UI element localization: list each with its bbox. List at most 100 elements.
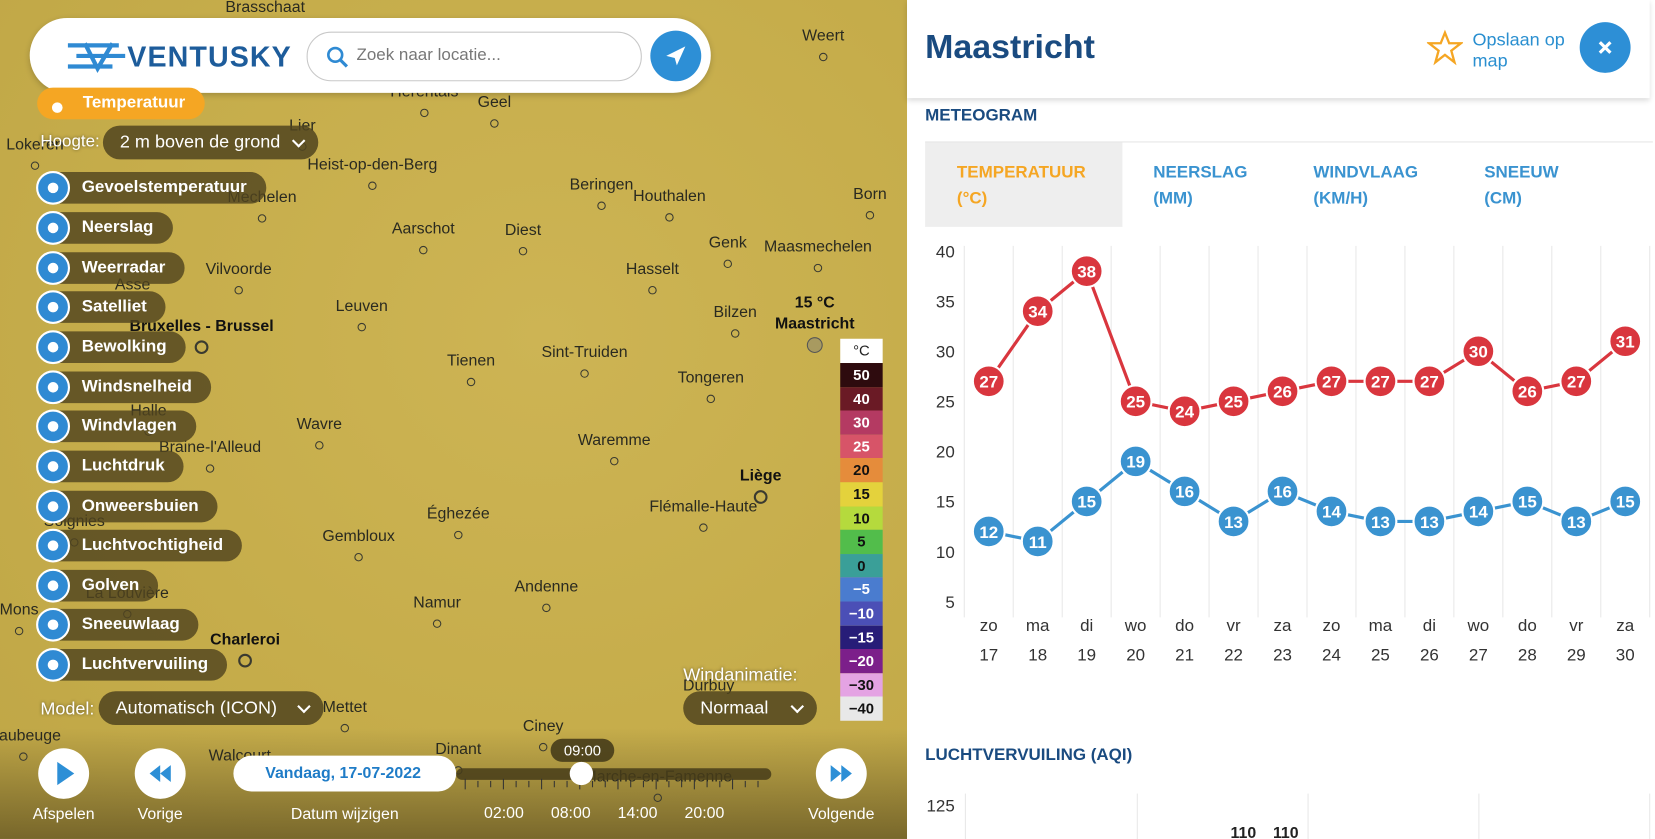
slider-handle[interactable] bbox=[569, 761, 594, 786]
city-label[interactable]: Vilvoorde bbox=[205, 260, 272, 279]
tab[interactable]: SNEEUW (CM) bbox=[1484, 142, 1559, 226]
city-dot bbox=[490, 119, 499, 128]
close-button[interactable] bbox=[1579, 22, 1631, 73]
city-label[interactable]: Éghezée bbox=[426, 504, 490, 523]
city-label[interactable]: Born bbox=[853, 185, 887, 204]
city-label[interactable]: Namur bbox=[413, 593, 461, 612]
city-label[interactable]: Ciney bbox=[522, 717, 564, 736]
city-label[interactable]: Lokeren bbox=[6, 135, 64, 154]
city-label[interactable]: Charleroi bbox=[210, 630, 281, 649]
city-label[interactable]: Beringen bbox=[569, 175, 634, 194]
y-tick-label: 10 bbox=[936, 543, 955, 562]
temperature-point bbox=[971, 514, 1006, 549]
city-label[interactable]: Bruxelles - Brussel bbox=[129, 317, 274, 336]
date-label: 21 bbox=[1175, 646, 1194, 665]
hour-label: 14:00 bbox=[617, 804, 658, 823]
top-bar: VENTUSKY Zoek naar locatie... bbox=[29, 17, 711, 93]
search-box[interactable]: Zoek naar locatie... bbox=[306, 31, 642, 82]
slider-tick bbox=[604, 780, 606, 788]
date-label: 24 bbox=[1322, 646, 1341, 665]
slider-track[interactable] bbox=[456, 768, 772, 780]
city-label[interactable]: Geel bbox=[477, 93, 512, 112]
city-dot bbox=[354, 552, 363, 562]
slider-tick bbox=[528, 780, 530, 788]
temperature-label: 25 bbox=[1224, 393, 1243, 412]
city-label[interactable]: Mons bbox=[0, 600, 39, 619]
city-label[interactable]: Sint-Truiden bbox=[541, 343, 628, 362]
day-label: zo bbox=[980, 616, 998, 635]
height-select[interactable]: 2 m boven de grond bbox=[102, 125, 319, 160]
aqi-value-label: 110 bbox=[1231, 825, 1257, 839]
panel-header: Maastricht Opslaan op map bbox=[907, 0, 1650, 99]
button-previous[interactable] bbox=[134, 748, 186, 799]
legend-item: −20 bbox=[840, 649, 883, 674]
city-label[interactable]: Heist-op-den-Berg bbox=[307, 155, 438, 174]
city-dot bbox=[14, 626, 24, 636]
legend-item: 50 bbox=[840, 363, 883, 387]
temperature-label: 38 bbox=[1077, 263, 1096, 282]
temperature-point bbox=[1118, 384, 1153, 419]
city-dot bbox=[238, 653, 252, 668]
wind-select[interactable]: Normaal bbox=[683, 691, 817, 725]
city-label[interactable]: Andenne bbox=[514, 577, 579, 596]
city-dot bbox=[30, 161, 40, 170]
city-label[interactable]: Maubeuge bbox=[0, 726, 61, 745]
legend-item: 5 bbox=[840, 529, 883, 554]
button-next[interactable] bbox=[815, 748, 867, 799]
city-label[interactable]: Maasmechelen bbox=[763, 237, 872, 256]
date-label: 30 bbox=[1616, 646, 1635, 665]
city-label[interactable]: Weert bbox=[802, 26, 845, 45]
slider-tick bbox=[630, 780, 632, 788]
city-label[interactable]: Wavre bbox=[296, 415, 343, 434]
city-label[interactable]: Dinant bbox=[435, 740, 482, 759]
city-label[interactable]: Aarschot bbox=[391, 220, 455, 238]
temperature-point bbox=[1216, 504, 1251, 539]
city-label[interactable]: Genk bbox=[708, 233, 747, 252]
layer-button[interactable]: Onweersbuien bbox=[38, 490, 218, 523]
date-picker[interactable]: Vandaag, 17-07-2022 bbox=[233, 755, 457, 792]
tab[interactable]: WINDVLAAG (KM/H) bbox=[1313, 142, 1418, 226]
city-label[interactable]: Houthalen bbox=[633, 187, 706, 206]
city-label[interactable]: Liège bbox=[739, 466, 782, 485]
city-label[interactable]: Waremme bbox=[577, 431, 651, 450]
slider-tick bbox=[464, 778, 466, 790]
tab[interactable]: NEERSLAG (MM) bbox=[1153, 142, 1247, 226]
day-label: do bbox=[1518, 616, 1537, 635]
save-link[interactable]: Opslaan op map bbox=[1472, 29, 1565, 71]
city-label[interactable]: Flémalle-Haute bbox=[649, 497, 758, 516]
city-label[interactable]: Braine-l'Alleud bbox=[159, 438, 262, 457]
star-icon[interactable] bbox=[1426, 29, 1463, 66]
tab[interactable]: TEMPERATUUR (°C) bbox=[957, 142, 1086, 226]
logo[interactable]: VENTUSKY bbox=[127, 41, 292, 73]
day-label: vr bbox=[1569, 616, 1583, 635]
layer-active[interactable]: Temperatuur bbox=[37, 87, 205, 120]
locate-button[interactable] bbox=[650, 30, 702, 82]
layer-button[interactable]: Luchtvochtigheid bbox=[38, 529, 243, 562]
slider-tick bbox=[541, 778, 543, 790]
city-label[interactable]: Tienen bbox=[447, 351, 496, 370]
detail-panel: Maastricht Opslaan op map METEOGRAM LUCH… bbox=[907, 0, 1655, 839]
temperature-point bbox=[1608, 324, 1643, 359]
layer-button[interactable]: Gevoelstemperatuur bbox=[38, 172, 266, 204]
city-label[interactable]: Brasschaat bbox=[225, 0, 306, 17]
city-label[interactable]: Mettet bbox=[322, 698, 367, 717]
marker-name: Maastricht bbox=[774, 315, 855, 333]
city-label[interactable]: Gembloux bbox=[322, 527, 395, 546]
city-label[interactable]: Diest bbox=[504, 221, 542, 240]
city-label[interactable]: Leuven bbox=[335, 297, 388, 316]
button-play[interactable] bbox=[38, 748, 90, 799]
change-date-label: Datum wijzigen bbox=[290, 805, 399, 824]
model-select[interactable]: Automatisch (ICON) bbox=[98, 691, 324, 725]
button-label: Volgende bbox=[808, 805, 875, 824]
legend-item: 30 bbox=[840, 410, 883, 435]
slider-tick bbox=[477, 780, 479, 788]
city-label[interactable]: Hasselt bbox=[625, 260, 679, 279]
city-label[interactable]: Tongeren bbox=[677, 368, 744, 387]
locate-icon bbox=[666, 46, 686, 66]
legend-unit: °C bbox=[840, 338, 883, 363]
temperature-point bbox=[1510, 374, 1545, 409]
day-label: do bbox=[1175, 616, 1194, 635]
city-label[interactable]: Bilzen bbox=[713, 303, 757, 322]
